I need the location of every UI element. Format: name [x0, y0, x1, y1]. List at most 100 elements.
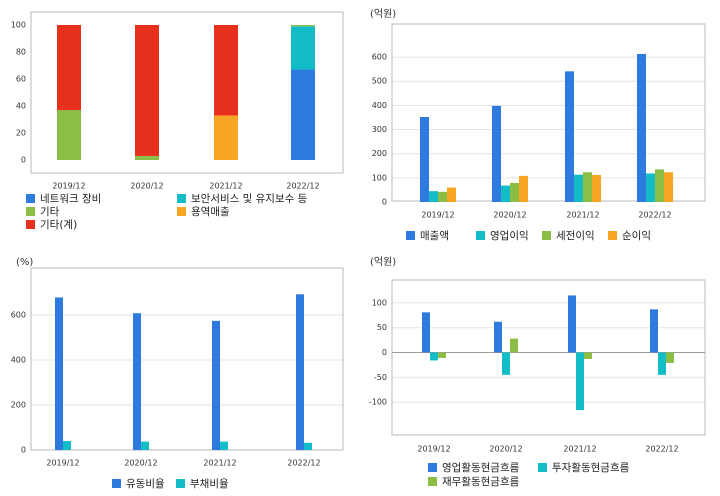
legend-item[interactable]: 투자활동현금흐름: [538, 461, 630, 474]
bar[interactable]: [592, 174, 601, 202]
legend-swatch: [608, 231, 617, 240]
legend-item[interactable]: 보안서비스 및 유지보수 등: [177, 193, 308, 205]
legend-label: 유동비율: [126, 478, 165, 490]
x-tick-label: 2019/12: [417, 445, 450, 454]
bar[interactable]: [447, 187, 456, 202]
legend-label: 부채비율: [190, 478, 229, 490]
bar[interactable]: [583, 172, 592, 202]
plot-frame: [391, 23, 706, 202]
legend-swatch: [26, 194, 35, 203]
chart-panel-1: 0 20 40 60 80 100 2019/12 2020/12 2021/12 2022/12…: [11, 11, 344, 231]
bar[interactable]: [133, 313, 141, 450]
legend-swatch: [428, 477, 437, 486]
x-tick-label: 2019/12: [46, 459, 79, 468]
bar[interactable]: [296, 294, 304, 450]
bar[interactable]: [291, 69, 315, 160]
bar[interactable]: [584, 352, 592, 359]
legend-item[interactable]: 영업활동현금흐름: [428, 461, 520, 474]
legend-swatch: [177, 194, 186, 203]
bar[interactable]: [637, 53, 646, 203]
bar[interactable]: [420, 116, 429, 202]
y-tick-label: 600: [372, 53, 387, 62]
bar[interactable]: [492, 105, 501, 202]
bar[interactable]: [135, 155, 159, 160]
bar[interactable]: [664, 172, 673, 202]
plot-frame: [30, 267, 344, 451]
legend-swatch: [476, 231, 485, 240]
legend-item[interactable]: 세전이익: [542, 230, 595, 242]
legend-label: 용역매출: [191, 206, 230, 218]
bar[interactable]: [438, 191, 447, 202]
legend-label: 영업이익: [490, 229, 529, 242]
legend-item[interactable]: 네트워크 장비: [26, 192, 101, 205]
y-tick-label: 40: [16, 102, 26, 111]
bar[interactable]: [57, 25, 81, 111]
y-tick-label: 50: [377, 323, 387, 332]
x-tick-label: 2022/12: [287, 459, 320, 468]
bar[interactable]: [291, 26, 315, 70]
bar[interactable]: [63, 441, 71, 450]
bar[interactable]: [57, 110, 81, 160]
legend-swatch: [177, 207, 186, 216]
legend-item[interactable]: 기타(계): [26, 219, 77, 231]
bar[interactable]: [141, 441, 149, 450]
y-tick-label: 0: [382, 348, 387, 357]
bar[interactable]: [666, 352, 674, 363]
bar[interactable]: [438, 352, 446, 358]
unit-label: (억원): [370, 8, 396, 20]
y-tick-label: 300: [372, 125, 387, 134]
bar[interactable]: [220, 441, 228, 450]
bar[interactable]: [55, 297, 63, 450]
bar[interactable]: [658, 352, 666, 375]
bar[interactable]: [422, 312, 430, 353]
legend-item[interactable]: 매출액: [406, 230, 449, 242]
bar[interactable]: [291, 25, 315, 27]
bar[interactable]: [212, 320, 220, 450]
legend-item[interactable]: 용역매출: [177, 206, 230, 218]
bar[interactable]: [655, 169, 664, 202]
bar[interactable]: [214, 25, 238, 116]
legend-item[interactable]: 기타: [26, 206, 60, 218]
x-tick-label: 2021/12: [209, 182, 242, 191]
legend-item[interactable]: 순이익: [608, 230, 651, 242]
plot-frame: [391, 279, 706, 436]
bar[interactable]: [510, 338, 518, 353]
bar[interactable]: [646, 173, 655, 202]
bar[interactable]: [650, 309, 658, 353]
legend-item[interactable]: 재무활동현금흐름: [428, 475, 520, 488]
legend-item[interactable]: 유동비율: [112, 478, 165, 490]
bar[interactable]: [494, 321, 502, 353]
y-tick-label: 600: [11, 311, 26, 320]
legend-item[interactable]: 영업이익: [476, 229, 529, 242]
y-tick-label: 400: [11, 356, 26, 365]
bar[interactable]: [576, 352, 584, 411]
chart-panel-2: (억원) 0 100 200 300 400 500 600 2019/12 2020/12 202…: [370, 8, 706, 242]
legend-label: 세전이익: [556, 230, 595, 242]
y-tick-label: -100: [369, 398, 387, 407]
legend: 유동비율 부채비율: [112, 478, 229, 490]
bar[interactable]: [568, 295, 576, 353]
bar[interactable]: [510, 182, 519, 202]
y-tick-label: -50: [374, 373, 387, 382]
chart-panel-4: (억원) -100 -50 0 50 100 2019/12 2020/12 2021/12 20…: [369, 256, 706, 488]
bar[interactable]: [502, 352, 510, 375]
bar[interactable]: [429, 191, 438, 202]
x-tick-label: 2019/12: [421, 211, 454, 220]
legend-label: 투자활동현금흐름: [552, 461, 630, 474]
bar[interactable]: [304, 442, 312, 450]
bar[interactable]: [501, 185, 510, 202]
legend-label: 매출액: [420, 230, 449, 242]
bar[interactable]: [214, 115, 238, 160]
y-tick-label: 0: [382, 198, 387, 207]
legend-swatch: [26, 220, 35, 229]
x-tick-label: 2020/12: [124, 459, 157, 468]
legend-label: 재무활동현금흐름: [442, 475, 520, 488]
bar[interactable]: [430, 352, 438, 361]
legend-swatch: [112, 479, 121, 488]
bar[interactable]: [565, 71, 574, 202]
bar[interactable]: [574, 174, 583, 202]
bar[interactable]: [135, 25, 159, 156]
bar[interactable]: [519, 175, 528, 202]
legend-item[interactable]: 부채비율: [176, 478, 229, 490]
